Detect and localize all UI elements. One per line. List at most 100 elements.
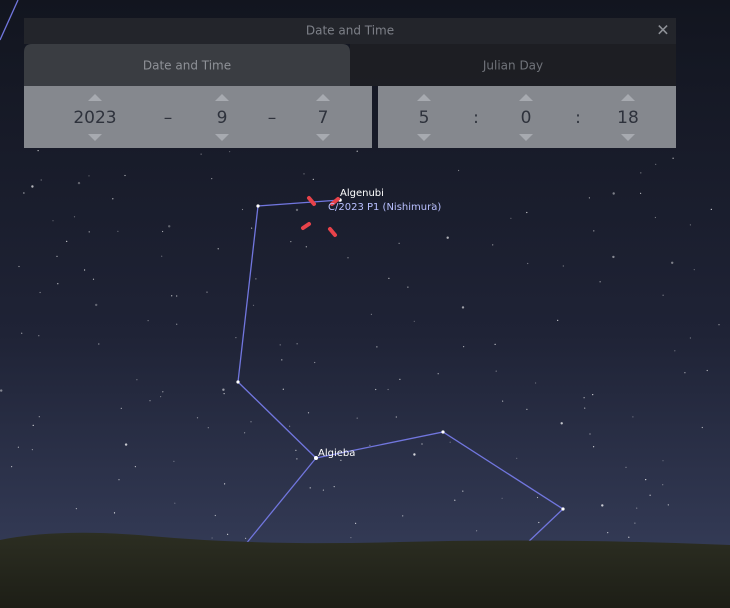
star — [356, 417, 358, 419]
star — [710, 208, 712, 210]
spin-down[interactable] — [316, 134, 330, 141]
star — [398, 242, 400, 244]
star — [640, 192, 642, 194]
star — [176, 323, 178, 325]
star — [612, 255, 615, 259]
star — [510, 217, 512, 219]
star — [649, 494, 651, 496]
spin-value[interactable]: 0 — [521, 108, 532, 128]
star — [31, 449, 33, 451]
spin-down[interactable] — [215, 134, 229, 141]
star — [388, 277, 390, 279]
star — [88, 175, 90, 177]
star — [375, 388, 377, 391]
star — [636, 507, 638, 509]
star — [281, 359, 283, 361]
star — [370, 313, 372, 315]
star — [441, 430, 445, 434]
star — [211, 537, 213, 539]
tab[interactable] — [350, 44, 676, 86]
spin-up[interactable] — [88, 94, 102, 101]
reticle-mark — [330, 197, 340, 206]
star — [413, 320, 415, 322]
spin-value[interactable]: 5 — [419, 108, 430, 128]
star — [526, 408, 528, 410]
star — [168, 225, 171, 228]
spin-down[interactable] — [621, 134, 635, 141]
spin-down[interactable] — [417, 134, 431, 141]
title-bar — [24, 18, 676, 44]
star — [689, 337, 692, 339]
spin-up[interactable] — [215, 94, 229, 101]
spin-up[interactable] — [621, 94, 635, 101]
star — [387, 388, 389, 391]
star — [279, 344, 281, 346]
reticle-mark — [301, 222, 311, 230]
star — [463, 346, 465, 348]
star — [395, 416, 397, 418]
reticle-mark — [307, 196, 316, 206]
spin-value[interactable]: 9 — [217, 108, 228, 128]
star — [176, 295, 178, 297]
star — [562, 265, 564, 267]
star — [255, 278, 257, 280]
star — [376, 346, 378, 348]
star — [607, 532, 609, 534]
dialog-title: Date and Time — [306, 24, 394, 38]
spin-up[interactable] — [316, 94, 330, 101]
star — [502, 400, 504, 402]
star — [347, 257, 349, 259]
spin-value[interactable]: 2023 — [73, 108, 116, 128]
star — [494, 343, 496, 345]
star — [11, 466, 13, 468]
separator: : — [575, 108, 581, 128]
star — [84, 269, 86, 271]
star — [161, 255, 163, 257]
star — [583, 397, 585, 399]
star-label: Algenubi — [340, 188, 384, 199]
spin-down[interactable] — [88, 134, 102, 141]
star — [52, 220, 54, 222]
star — [645, 479, 647, 481]
star — [527, 262, 529, 265]
close-button[interactable]: ✕ — [656, 21, 669, 40]
spin-down[interactable] — [519, 134, 533, 141]
star — [662, 460, 664, 462]
star — [454, 499, 456, 501]
star — [501, 497, 503, 499]
star — [245, 537, 247, 540]
constellation-line — [0, 0, 19, 41]
star — [57, 283, 59, 285]
tab-active[interactable] — [24, 44, 350, 86]
spin-up[interactable] — [519, 94, 533, 101]
star — [672, 157, 674, 159]
spin-value[interactable]: 18 — [617, 108, 639, 128]
star — [256, 204, 260, 208]
star — [214, 514, 216, 517]
star — [88, 231, 90, 233]
star — [437, 373, 439, 375]
star — [535, 382, 537, 384]
star — [407, 286, 409, 288]
star — [118, 479, 120, 481]
star — [229, 151, 231, 153]
star — [492, 244, 494, 246]
star — [449, 441, 451, 443]
star — [421, 443, 423, 445]
separator: – — [268, 108, 277, 128]
date-panel — [24, 86, 372, 148]
star — [305, 246, 307, 248]
spin-value[interactable]: 7 — [318, 108, 329, 128]
star — [584, 407, 586, 409]
star — [235, 337, 237, 339]
star — [640, 172, 642, 174]
spin-up[interactable] — [417, 94, 431, 101]
tab-label: Date and Time — [143, 59, 231, 73]
star — [223, 393, 225, 395]
star — [37, 150, 39, 152]
star — [38, 416, 40, 418]
star — [601, 504, 604, 507]
star — [662, 484, 664, 486]
star — [462, 490, 464, 492]
